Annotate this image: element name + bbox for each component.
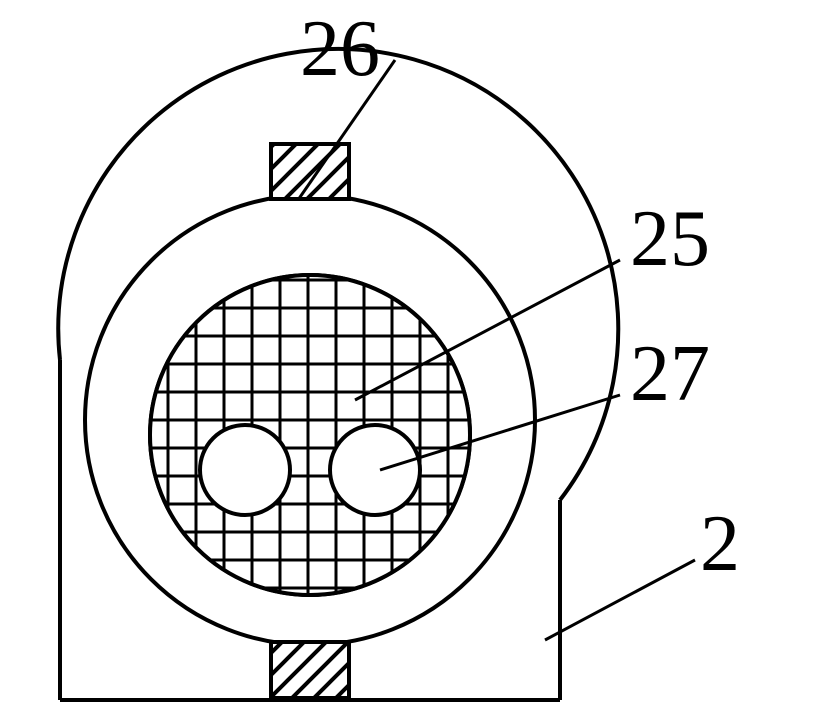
label-27: 27	[630, 330, 710, 418]
label-25: 25	[630, 195, 710, 283]
slot-bottom-bar	[271, 642, 349, 698]
label-26: 26	[300, 5, 380, 93]
label-2: 2	[700, 500, 740, 588]
right-hole	[330, 425, 420, 515]
left-hole	[200, 425, 290, 515]
diagram-canvas: 26 25 27 2	[0, 0, 821, 727]
slot-top-bar	[271, 144, 349, 199]
